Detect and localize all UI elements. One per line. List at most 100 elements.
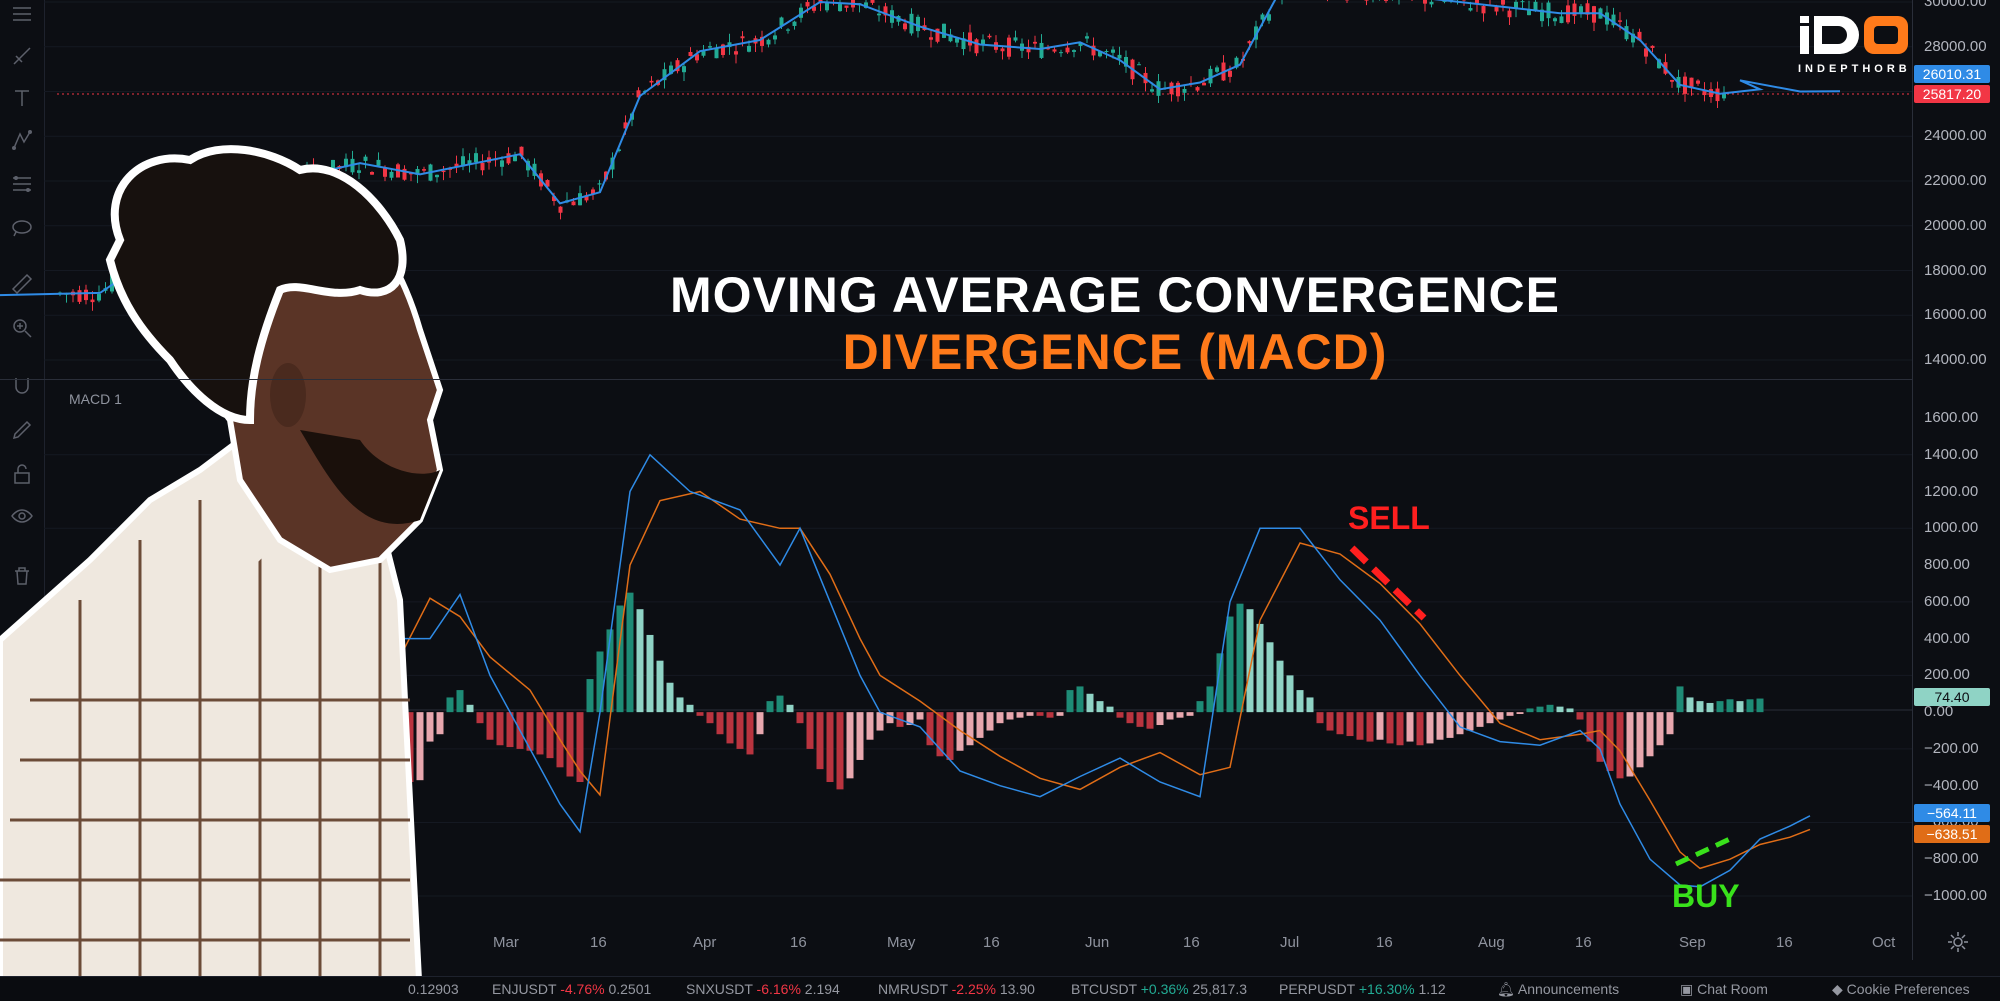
chat-room-label: Chat Room [1697,981,1768,997]
histogram-bar [1057,712,1064,716]
ticker-item[interactable]: PERPUSDT +16.30% 1.12 [1279,981,1446,997]
ticker-change: -2.25% [952,981,1000,997]
candle-body [500,160,504,166]
histogram-bar [697,712,704,716]
histogram-bar [1047,712,1054,718]
histogram-bar [1567,708,1574,712]
histogram-bar [1287,675,1294,712]
histogram-bar [1127,712,1134,723]
histogram-bar [1067,690,1074,712]
histogram-bar [587,679,594,712]
histogram-bar [857,712,864,760]
candle-body [1521,1,1525,2]
histogram-bar [767,701,774,712]
candle-body [383,168,387,177]
histogram-bar [1397,712,1404,745]
histogram-bar [1577,712,1584,719]
histogram-bar [1317,712,1324,723]
announcements-link[interactable]: 🔔︎ Announcements [1497,981,1619,998]
histogram-bar [1227,617,1234,713]
candle-body [1560,16,1564,23]
ticker-item[interactable]: 0.12903 [408,981,459,997]
macd-tick-label: −200.00 [1924,740,1979,757]
candle-body [474,153,478,162]
histogram-bar [1027,712,1034,716]
candle-body [845,6,849,8]
time-tick-label: Sep [1679,934,1706,951]
histogram-bar [417,712,424,780]
candle-body [747,46,751,52]
candle-body [390,172,394,178]
candle-body [1150,89,1154,91]
histogram-bar [817,712,824,769]
chat-room-link[interactable]: ▣ Chat Room [1680,981,1768,998]
time-tick-label: May [887,934,915,951]
candle-body [1059,52,1063,53]
indicator-label[interactable]: MACD 1 [69,391,122,407]
histogram-bar [447,697,454,712]
candle-body [1053,49,1057,51]
candle-body [871,0,875,3]
candle-body [968,32,972,45]
logo-wordmark: INDEPTHORB [1798,63,1910,75]
time-tick-label: Apr [693,934,716,951]
time-tick-label: 16 [590,934,607,951]
price-tick-label: 30000.00 [1924,0,1987,10]
histogram-bar [727,712,734,743]
histogram-value-badge: 74.40 [1914,688,1990,706]
histogram-bar [1357,712,1364,740]
histogram-bar [1137,712,1144,727]
candle-body [793,22,797,26]
histogram-bar [1077,686,1084,712]
histogram-bar [917,712,924,719]
price-tick-label: 22000.00 [1924,172,1987,189]
macd-tick-label: 1600.00 [1924,409,1978,426]
candle-body [1469,8,1473,10]
candle-body [435,175,439,177]
cookie-preferences-link[interactable]: ◆ Cookie Preferences [1832,981,1970,998]
histogram-bar [1437,712,1444,740]
histogram-bar [737,712,744,749]
price-tick-label: 20000.00 [1924,217,1987,234]
time-tick-label: Mar [493,934,519,951]
cookie-preferences-label: Cookie Preferences [1847,981,1970,997]
candle-body [689,52,693,56]
histogram-bar [1717,701,1724,712]
candle-body [1501,0,1505,5]
ticker-item[interactable]: BTCUSDT +0.36% 25,817.3 [1071,981,1247,997]
settings-gear-icon[interactable] [1946,930,1970,954]
time-tick-label: Oct [1872,934,1895,951]
ticker-item[interactable]: ENJUSDT -4.76% 0.2501 [492,981,651,997]
candle-body [1001,48,1005,51]
macd-tick-label: 1200.00 [1924,483,1978,500]
histogram-bar [1657,712,1664,745]
ticker-item[interactable]: SNXUSDT -6.16% 2.194 [686,981,840,997]
time-tick-label: 16 [983,934,1000,951]
candle-body [1196,87,1200,90]
macd-tick-label: −1000.00 [1924,887,1987,904]
ticker-item[interactable]: NMRUSDT -2.25% 13.90 [878,981,1035,997]
candle-body [1228,71,1232,77]
candle-body [942,24,946,38]
candle-body [1508,11,1512,18]
candle-body [903,23,907,29]
candle-body [507,153,511,163]
histogram-bar [1477,712,1484,727]
candle-body [572,202,576,206]
candle-body [1033,42,1037,44]
candle-body [1423,0,1427,4]
candle-body [1111,50,1115,53]
candle-body [598,183,602,184]
histogram-bar [627,593,634,713]
candle-body [767,40,771,45]
time-tick-label: Aug [1478,934,1505,951]
macd-tick-label: 1400.00 [1924,446,1978,463]
chat-icon: ▣ [1680,981,1693,997]
histogram-bar [687,705,694,712]
histogram-bar [1327,712,1334,730]
candle-body [806,2,810,6]
headline-line-2: DIVERGENCE (MACD) [0,323,2000,381]
histogram-bar [677,697,684,712]
